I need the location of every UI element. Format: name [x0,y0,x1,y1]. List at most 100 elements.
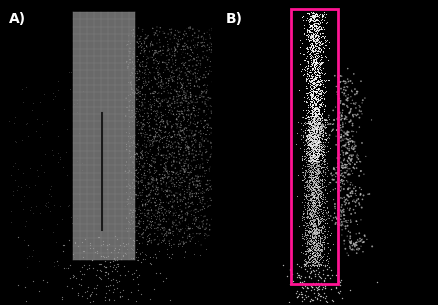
Point [314,179,321,184]
Point [184,128,191,133]
Point [178,180,185,185]
Point [106,282,113,287]
Point [181,167,188,172]
Point [310,13,317,18]
Point [341,143,348,148]
Point [159,29,166,34]
Point [87,240,94,245]
Point [152,191,159,196]
Point [311,60,318,65]
Point [201,94,208,99]
Point [141,117,148,122]
Point [173,94,180,99]
Point [303,261,310,266]
Point [130,105,137,110]
Point [316,242,323,247]
Point [310,126,317,131]
Point [318,145,325,150]
Point [127,169,134,174]
Point [311,110,318,115]
Point [309,160,316,164]
Point [157,200,164,205]
Point [88,257,95,262]
Point [129,118,136,123]
Point [175,213,182,218]
Point [356,246,363,251]
Point [131,52,138,56]
Point [318,114,325,119]
Point [307,108,314,113]
Point [314,205,321,210]
Point [314,220,321,224]
Point [314,17,321,22]
Point [180,92,187,97]
Point [310,195,317,200]
Point [321,159,328,164]
Point [165,231,172,236]
Point [140,123,147,128]
Point [308,235,315,239]
Point [315,91,322,96]
Point [182,60,189,65]
Point [153,77,160,82]
Point [316,129,323,134]
Point [191,56,198,61]
Point [309,17,316,22]
Point [177,199,184,204]
Point [202,247,209,252]
Point [138,63,145,68]
Point [127,51,134,56]
Point [309,45,316,50]
Point [180,32,187,37]
Point [130,238,137,243]
Point [306,258,313,263]
Point [316,134,323,139]
Point [352,242,359,247]
Point [129,34,136,38]
Point [317,130,324,135]
Point [308,234,315,239]
Point [311,152,318,156]
Point [166,210,173,215]
Point [315,60,322,65]
Point [124,229,131,234]
Point [155,61,162,66]
Point [139,102,146,106]
Point [170,140,177,145]
Point [144,99,151,103]
Point [313,268,320,273]
Point [207,196,214,201]
Point [170,129,177,134]
Point [311,13,318,17]
Point [302,120,309,125]
Point [339,163,346,167]
Point [312,238,319,242]
Point [311,124,318,129]
Point [162,172,169,177]
Point [344,151,351,156]
Point [324,267,331,272]
Point [318,151,325,156]
Point [314,260,321,265]
Point [181,107,188,112]
Point [310,10,317,15]
Point [304,166,311,171]
Point [308,231,315,236]
Point [145,239,152,244]
Point [310,133,317,138]
Point [182,159,189,163]
Point [123,147,130,152]
Point [131,34,138,39]
Point [305,183,312,188]
Point [194,175,201,180]
Point [197,198,204,203]
Point [310,174,317,179]
Point [152,55,159,60]
Point [338,138,345,143]
Point [174,138,181,143]
Point [348,89,355,94]
Point [181,126,188,131]
Point [187,177,194,182]
Point [310,227,317,231]
Point [332,272,339,277]
